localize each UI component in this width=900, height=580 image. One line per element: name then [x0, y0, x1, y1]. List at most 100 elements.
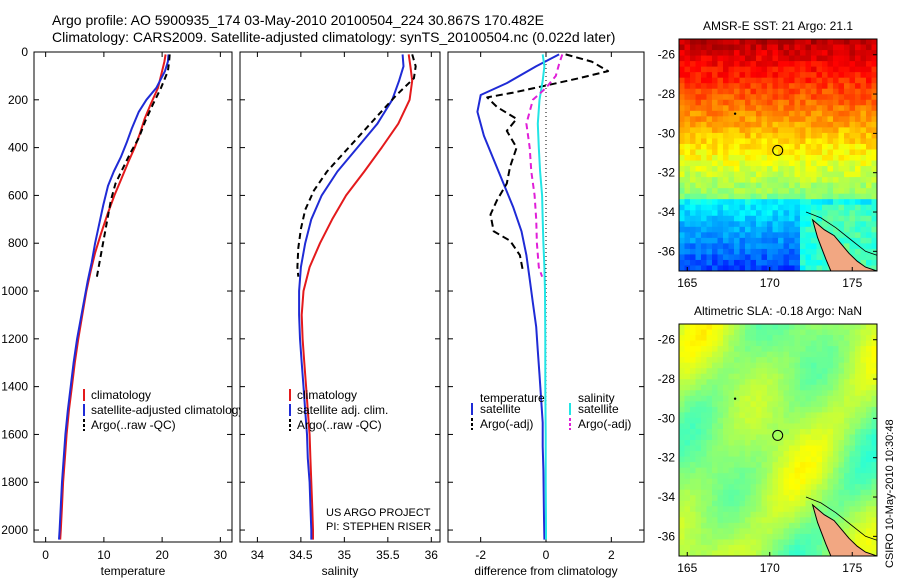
map-cell	[838, 232, 845, 239]
map-cell	[706, 138, 713, 145]
map-cell	[679, 138, 686, 145]
map-cell	[723, 193, 730, 200]
map-cell	[761, 451, 768, 458]
map-cell	[871, 210, 877, 217]
map-cell	[855, 160, 862, 167]
map-cell	[690, 237, 697, 244]
map-cell	[800, 155, 807, 162]
map-cell	[695, 412, 702, 419]
map-cell	[838, 384, 845, 391]
map-cell	[772, 171, 779, 178]
map-cell	[871, 182, 877, 189]
map-cell	[761, 237, 768, 244]
map-cell	[750, 368, 757, 375]
map-cell	[805, 121, 812, 128]
map-cell	[778, 368, 785, 375]
map-cell	[844, 66, 851, 73]
map-cell	[717, 265, 724, 271]
map-cell	[855, 329, 862, 336]
map-cell	[778, 495, 785, 502]
map-cell	[717, 451, 724, 458]
map-cell	[860, 445, 867, 452]
map-cell	[728, 467, 735, 474]
map-cell	[860, 149, 867, 156]
map-cell	[706, 539, 713, 546]
map-cell	[849, 204, 856, 211]
map-cell	[816, 478, 823, 485]
map-cell	[717, 193, 724, 200]
map-cell	[717, 66, 724, 73]
map-cell	[800, 401, 807, 408]
map-cell	[844, 44, 851, 51]
map-cell	[866, 116, 873, 123]
map-cell	[750, 329, 757, 336]
map-cell	[772, 221, 779, 228]
map-cell	[767, 373, 774, 380]
y-tick-label: 800	[8, 236, 28, 250]
x-tick-label: 2	[608, 548, 615, 562]
legend-header: salinity	[578, 391, 615, 405]
map-cell	[684, 511, 691, 518]
map-cell	[827, 121, 834, 128]
map-cell	[816, 489, 823, 496]
map-cell	[717, 221, 724, 228]
map-cell	[855, 77, 862, 84]
map-cell	[695, 440, 702, 447]
map-cell	[739, 434, 746, 441]
map-cell	[723, 495, 730, 502]
map-cell	[690, 105, 697, 112]
map-cell	[712, 55, 719, 62]
map-cell	[833, 199, 840, 206]
map-cell	[844, 72, 851, 79]
map-cell	[695, 544, 702, 552]
map-cell	[833, 44, 840, 51]
map-cell	[844, 83, 851, 90]
map-cell	[772, 232, 779, 239]
map-cell	[756, 467, 763, 474]
map-cell	[794, 390, 801, 397]
map-cell	[783, 495, 790, 502]
map-cell	[684, 401, 691, 408]
map-cell	[778, 379, 785, 386]
map-cell	[695, 77, 702, 84]
sla_map-title: Altimetric SLA: -0.18 Argo: NaN	[694, 304, 862, 318]
map-cell	[822, 478, 829, 485]
map-cell	[772, 346, 779, 353]
map-cell	[816, 105, 823, 112]
map-cell	[811, 149, 818, 156]
map-cell	[805, 66, 812, 73]
map-cell	[811, 55, 818, 62]
map-cell	[712, 199, 719, 206]
map-cell	[855, 182, 862, 189]
map-cell	[805, 105, 812, 112]
map-cell	[789, 254, 796, 261]
map-cell	[783, 417, 790, 425]
map-cell	[800, 351, 807, 358]
map-cell	[684, 138, 691, 145]
map-cell	[844, 384, 851, 391]
map-cell	[833, 390, 840, 397]
map-cell	[712, 265, 719, 271]
map-cell	[838, 171, 845, 178]
map-cell	[871, 72, 877, 79]
series-line	[58, 54, 170, 540]
map-cell	[855, 94, 862, 101]
map-cell	[767, 362, 774, 369]
map-cell	[833, 55, 840, 62]
map-cell	[772, 329, 779, 336]
map-cell	[690, 340, 697, 347]
map-cell	[811, 39, 818, 46]
map-cell	[860, 511, 867, 518]
map-cell	[756, 83, 763, 90]
map-cell	[701, 221, 708, 228]
map-cell	[695, 221, 702, 228]
map-cell	[860, 248, 867, 256]
map-cell	[778, 160, 785, 167]
map-cell	[695, 467, 702, 474]
map-cell	[706, 478, 713, 485]
map-cell	[800, 39, 807, 46]
map-cell	[789, 517, 796, 524]
map-cell	[816, 351, 823, 358]
map-cell	[739, 440, 746, 447]
map-cell	[684, 462, 691, 469]
